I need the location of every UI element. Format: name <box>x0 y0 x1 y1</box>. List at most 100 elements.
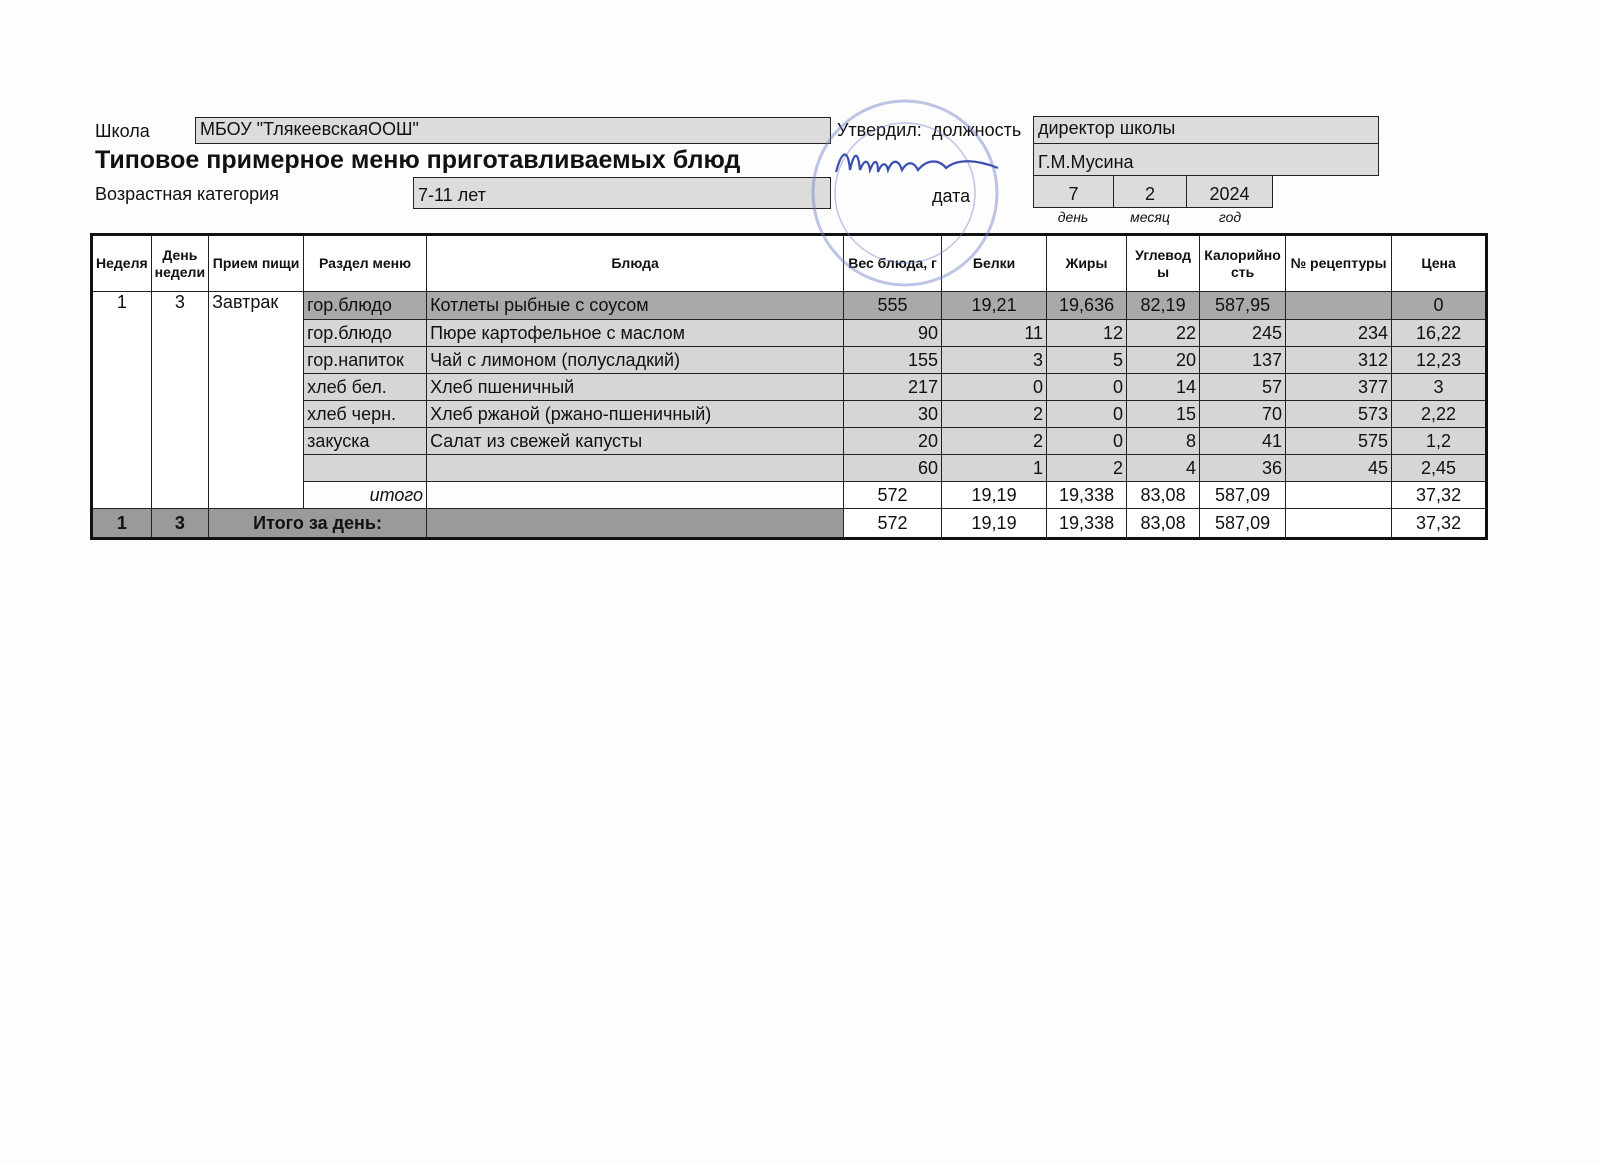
fat-cell: 12 <box>1046 319 1128 347</box>
price-cell: 16,22 <box>1391 319 1488 347</box>
kcal-cell: 587,95 <box>1199 291 1287 320</box>
section-cell: закуска <box>303 427 428 455</box>
protein-cell: 2 <box>941 400 1048 428</box>
col-kcal: Калорийность <box>1199 234 1287 292</box>
date-day: 7 <box>1033 175 1114 208</box>
subtotal-fat: 19,338 <box>1046 481 1128 509</box>
col-weight: Вес блюда, г <box>843 234 943 292</box>
subtotal-recipe-number <box>1285 481 1393 509</box>
weight-cell: 60 <box>843 454 943 482</box>
table-header-row: Неделя День недели Прием пищи Раздел мен… <box>91 234 1488 292</box>
subtotal-kcal: 587,09 <box>1199 481 1287 509</box>
day-total-row: 1 3 Итого за день: 572 19,19 19,338 83,08 587,0… <box>91 508 1488 539</box>
day-sublabel: день <box>1057 209 1089 225</box>
section-cell: гор.блюдо <box>303 319 428 347</box>
protein-cell: 1 <box>941 454 1048 482</box>
col-section: Раздел меню <box>303 234 428 292</box>
weight-cell: 155 <box>843 346 943 374</box>
recipe-number-cell: 45 <box>1285 454 1393 482</box>
price-cell: 0 <box>1391 291 1488 320</box>
kcal-cell: 36 <box>1199 454 1287 482</box>
protein-cell: 11 <box>941 319 1048 347</box>
table-row: хлеб бел. Хлеб пшеничный 217 0 0 14 57 377 3 <box>92 373 1488 401</box>
position-label: должность <box>932 120 1022 140</box>
carbs-cell: 15 <box>1126 400 1201 428</box>
date-month: 2 <box>1113 175 1187 208</box>
kcal-cell: 70 <box>1199 400 1287 428</box>
carbs-cell: 82,19 <box>1126 291 1201 320</box>
day-total-protein: 19,19 <box>941 508 1048 539</box>
table-row: 1 3 Завтрак гор.блюдо Котлеты рыбные с соусо… <box>91 291 1488 509</box>
recipe-number-cell <box>1285 291 1393 320</box>
year-sublabel: год <box>1218 209 1242 225</box>
day-total-week: 1 <box>91 508 152 539</box>
fat-cell: 0 <box>1046 400 1128 428</box>
dish-cell: Хлеб пшеничный <box>426 373 845 401</box>
date-label: дата <box>932 186 971 206</box>
month-sublabel: месяц <box>1130 209 1170 225</box>
dish-cell: Чай с лимоном (полусладкий) <box>426 346 845 374</box>
day-total-recipe-number <box>1285 508 1393 539</box>
week-cell: 1 <box>91 291 152 509</box>
kcal-cell: 57 <box>1199 373 1287 401</box>
section-cell <box>303 454 428 482</box>
col-fat: Жиры <box>1046 234 1128 292</box>
kcal-cell: 137 <box>1199 346 1287 374</box>
recipe-number-cell: 573 <box>1285 400 1393 428</box>
recipe-number-cell: 377 <box>1285 373 1393 401</box>
dish-cell: Хлеб ржаной (ржано-пшеничный) <box>426 400 845 428</box>
date-year: 2024 <box>1186 175 1273 208</box>
table-row: гор.напиток Чай с лимоном (полусладкий) 15… <box>92 346 1488 374</box>
price-cell: 1,2 <box>1391 427 1488 455</box>
day-total-kcal: 587,09 <box>1199 508 1287 539</box>
weight-cell: 20 <box>843 427 943 455</box>
protein-cell: 0 <box>941 373 1048 401</box>
subtotal-empty <box>426 481 845 509</box>
school-label: Школа <box>95 121 150 141</box>
weight-cell: 30 <box>843 400 943 428</box>
weight-cell: 217 <box>843 373 943 401</box>
price-cell: 2,22 <box>1391 400 1488 428</box>
col-weekday: День недели <box>150 234 210 292</box>
subtotal-price: 37,32 <box>1391 481 1488 509</box>
carbs-cell: 4 <box>1126 454 1201 482</box>
day-total-price: 37,32 <box>1391 508 1488 539</box>
subtotal-protein: 19,19 <box>941 481 1048 509</box>
day-total-weekday: 3 <box>150 508 210 539</box>
table-row: хлеб черн. Хлеб ржаной (ржано-пшеничный) 3… <box>92 400 1488 428</box>
day-total-empty <box>426 508 845 539</box>
col-meal: Прием пищи <box>208 234 305 292</box>
recipe-number-cell: 312 <box>1285 346 1393 374</box>
age-label: Возрастная категория <box>95 184 279 204</box>
carbs-cell: 8 <box>1126 427 1201 455</box>
fat-cell: 2 <box>1046 454 1128 482</box>
signature <box>834 153 999 175</box>
day-total-carbs: 83,08 <box>1126 508 1201 539</box>
section-cell: гор.напиток <box>303 346 428 374</box>
day-total-label: Итого за день: <box>208 508 428 539</box>
col-carbs: Углеводы <box>1126 234 1201 292</box>
subtotal-weight: 572 <box>843 481 943 509</box>
recipe-number-cell: 234 <box>1285 319 1393 347</box>
name-field: Г.М.Мусина <box>1033 143 1379 176</box>
section-cell: хлеб черн. <box>303 400 428 428</box>
fat-cell: 0 <box>1046 427 1128 455</box>
weekday-cell: 3 <box>150 291 210 509</box>
fat-cell: 0 <box>1046 373 1128 401</box>
meal-cell: Завтрак <box>208 291 305 509</box>
kcal-cell: 245 <box>1199 319 1287 347</box>
col-protein: Белки <box>941 234 1048 292</box>
table-row: гор.блюдо Пюре картофельное с маслом 90 11 1… <box>92 319 1488 347</box>
carbs-cell: 22 <box>1126 319 1201 347</box>
price-cell: 3 <box>1391 373 1488 401</box>
dish-cell <box>426 454 845 482</box>
age-field: 7-11 лет <box>413 177 831 209</box>
fat-cell: 19,636 <box>1046 291 1128 320</box>
recipe-number-cell: 575 <box>1285 427 1393 455</box>
menu-table: Неделя День недели Прием пищи Раздел мен… <box>90 233 1489 540</box>
dish-cell: Салат из свежей капусты <box>426 427 845 455</box>
dish-cell: Котлеты рыбные с соусом <box>426 291 845 320</box>
col-dish: Блюда <box>426 234 845 292</box>
carbs-cell: 14 <box>1126 373 1201 401</box>
